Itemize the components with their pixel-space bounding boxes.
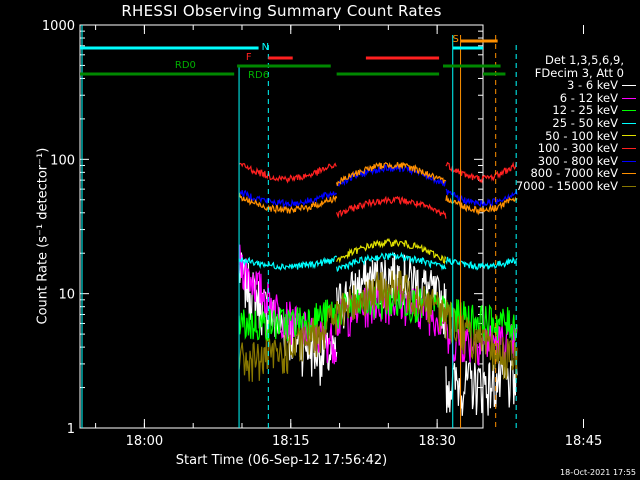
legend-item: 12 - 25 keV bbox=[486, 104, 636, 117]
series-line bbox=[445, 188, 518, 208]
legend-swatch bbox=[622, 135, 636, 137]
legend-swatch bbox=[622, 160, 636, 162]
legend-label: 300 - 800 keV bbox=[537, 153, 618, 168]
annotation-label: S bbox=[452, 34, 458, 45]
series-line bbox=[238, 162, 337, 184]
legend-swatch bbox=[622, 122, 636, 124]
legend-item: 7000 - 15000 keV bbox=[486, 180, 636, 193]
legend-item: 300 - 800 keV bbox=[486, 155, 636, 168]
y-tick-label: 1 bbox=[67, 422, 75, 437]
legend-swatch bbox=[622, 173, 636, 175]
annotation-label: RD6 bbox=[248, 70, 269, 81]
x-tick-label: 18:45 bbox=[565, 434, 602, 449]
y-tick-label: 1000 bbox=[42, 19, 75, 34]
legend-header-1: Det 1,3,5,6,9, bbox=[545, 53, 624, 67]
plot-frame bbox=[79, 24, 484, 429]
series-line bbox=[445, 359, 518, 416]
chart-title: RHESSI Observing Summary Count Rates bbox=[121, 2, 442, 20]
series-line bbox=[336, 161, 447, 186]
legend-header-2: FDecim 3, Att 0 bbox=[534, 65, 624, 80]
series-line bbox=[238, 192, 338, 215]
series-line bbox=[336, 251, 447, 273]
legend-label: 6 - 12 keV bbox=[559, 90, 618, 105]
legend-item: 25 - 50 keV bbox=[486, 117, 636, 130]
series-line bbox=[238, 299, 338, 342]
legend-swatch bbox=[622, 185, 636, 187]
legend-label: 100 - 300 keV bbox=[537, 141, 618, 156]
x-tick-label: 18:15 bbox=[272, 434, 309, 449]
annotation-label: F bbox=[246, 52, 252, 63]
series-line bbox=[445, 161, 518, 184]
x-tick-label: 18:00 bbox=[126, 434, 163, 449]
legend-item: 100 - 300 keV bbox=[486, 142, 636, 155]
series-line bbox=[238, 301, 338, 382]
x-axis-label: Start Time (06-Sep-12 17:56:42) bbox=[175, 453, 388, 468]
legend-swatch bbox=[622, 97, 636, 99]
legend-label: 25 - 50 keV bbox=[552, 115, 618, 130]
annotation-label: RD0 bbox=[175, 60, 196, 71]
y-tick-label: 100 bbox=[50, 153, 75, 168]
series-line bbox=[238, 255, 338, 271]
legend-label: 50 - 100 keV bbox=[545, 128, 618, 143]
series-line bbox=[445, 256, 518, 271]
legend-item: 6 - 12 keV bbox=[486, 92, 636, 105]
legend-item: 3 - 6 keV bbox=[486, 79, 636, 92]
y-axis-label: Count Rate (s⁻¹ detector⁻¹) bbox=[35, 147, 51, 325]
x-tick-label: 18:30 bbox=[418, 434, 455, 449]
y-tick-label: 10 bbox=[58, 288, 75, 303]
legend-swatch bbox=[622, 147, 636, 149]
series-line bbox=[445, 195, 518, 216]
legend-swatch bbox=[622, 84, 636, 86]
legend-label: 12 - 25 keV bbox=[552, 103, 618, 118]
series-line bbox=[336, 270, 447, 333]
series-line bbox=[445, 299, 518, 380]
series-line bbox=[336, 237, 447, 265]
legend-label: 3 - 6 keV bbox=[567, 78, 618, 93]
series-line bbox=[336, 195, 447, 219]
legend-item: 800 - 7000 keV bbox=[486, 167, 636, 180]
legend-label: 7000 - 15000 keV bbox=[515, 178, 618, 193]
legend-swatch bbox=[622, 110, 636, 112]
annotation-label: N bbox=[262, 42, 269, 53]
legend-item: 50 - 100 keV bbox=[486, 128, 636, 143]
legend: Det 1,3,5,6,9, FDecim 3, Att 0 3 - 6 keV… bbox=[486, 54, 636, 193]
footer-timestamp: 18-Oct-2021 17:55 bbox=[560, 468, 636, 477]
legend-label: 800 - 7000 keV bbox=[530, 166, 618, 181]
